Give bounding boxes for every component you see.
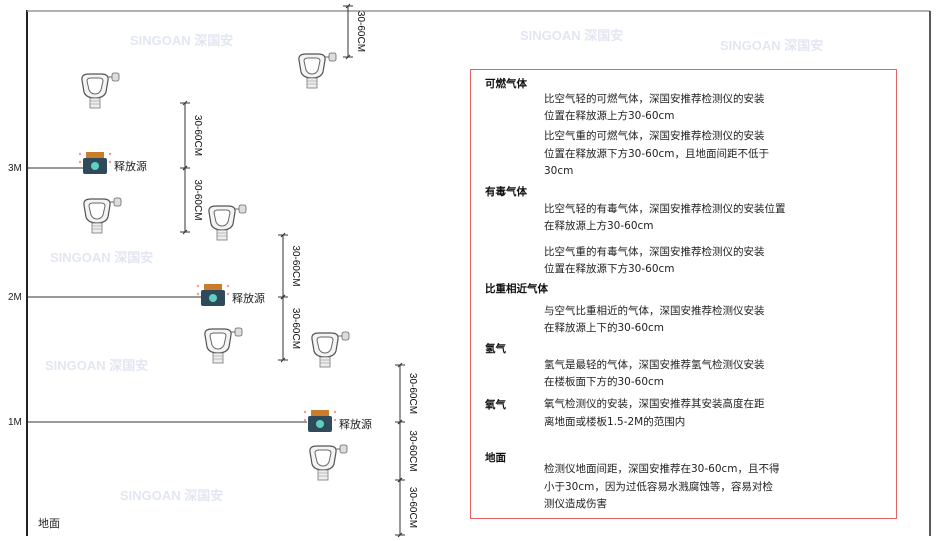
- release-source-label: 释放源: [232, 291, 265, 305]
- gas-detector-icon: [309, 444, 348, 481]
- section-title: 氧气: [485, 399, 506, 411]
- section-text-line: 位置在释放源上方30-60cm: [544, 110, 675, 122]
- watermark: SINGOAN 深国安: [120, 488, 223, 503]
- section-title: 氢气: [485, 343, 506, 355]
- section-text-line: 在楼板面下方的30-60cm: [544, 376, 665, 388]
- section-text-line: 与空气比重相近的气体，深国安推荐检测仪安装: [544, 305, 765, 317]
- section-text-line: 比空气重的有毒气体，深国安推荐检测仪的安装: [544, 246, 765, 258]
- dimension-label: 30-60CM: [407, 487, 418, 528]
- section-text-line: 比空气轻的可燃气体，深国安推荐检测仪的安装: [544, 93, 765, 105]
- floor-label-2m: 2M: [8, 292, 22, 303]
- gas-detector-icon: [204, 327, 243, 364]
- section-text-line: 小于30cm，因为过低容易水溅腐蚀等，容易对检: [544, 481, 773, 493]
- watermark: SINGOAN 深国安: [520, 28, 623, 43]
- watermark: SINGOAN 深国安: [130, 33, 233, 48]
- section-text-line: 30cm: [544, 165, 574, 177]
- watermark: SINGOAN 深国安: [720, 38, 823, 53]
- info-box: [470, 69, 897, 519]
- section-text-line: 氢气是最轻的气体，深国安推荐氢气检测仪安装: [544, 359, 765, 371]
- section-text-line: 氧气检测仪的安装，深国安推荐其安装高度在距: [544, 398, 765, 410]
- section-text-line: 位置在释放源下方30-60cm，且地面间距不低于: [544, 148, 770, 160]
- release-source-icon: 释放源: [78, 152, 147, 174]
- section-text-line: 测仪造成伤害: [544, 498, 607, 510]
- section-text-line: 在释放源上方30-60cm: [544, 220, 654, 232]
- watermark: SINGOAN 深国安: [45, 358, 148, 373]
- dimension-label: 30-60CM: [192, 179, 203, 220]
- dimension-label: 30-60CM: [407, 373, 418, 414]
- section-text-line: 检测仪地面间距，深国安推荐在30-60cm，且不得: [544, 463, 780, 475]
- release-source-label: 释放源: [114, 159, 147, 173]
- gas-detector-icon: [81, 72, 120, 109]
- section-text-line: 比空气重的可燃气体，深国安推荐检测仪的安装: [544, 130, 765, 142]
- dimension-label: 30-60CM: [407, 430, 418, 471]
- watermark: SINGOAN 深国安: [50, 250, 153, 265]
- section-title: 可燃气体: [485, 78, 527, 90]
- dimension-label: 30-60CM: [290, 245, 301, 286]
- section-text-line: 位置在释放源下方30-60cm: [544, 263, 675, 275]
- gas-detector-icon: [208, 204, 247, 241]
- watermarks: SINGOAN 深国安 SINGOAN 深国安 SINGOAN 深国安 SINGOAN…: [45, 28, 823, 503]
- section-title: 比重相近气体: [485, 283, 548, 295]
- ground-label: 地面: [38, 517, 60, 530]
- release-source-icon: 释放源: [303, 410, 372, 432]
- dimension-label: 30-60CM: [192, 115, 203, 156]
- floor-label-3m: 3M: [8, 163, 22, 174]
- release-source-icon: 释放源: [196, 284, 265, 306]
- section-title: 地面: [485, 452, 506, 464]
- release-source-label: 释放源: [339, 417, 372, 431]
- section-text-line: 比空气轻的有毒气体，深国安推荐检测仪的安装位置: [544, 203, 786, 215]
- section-text-line: 离地面或楼板1.5-2M的范围内: [544, 416, 686, 428]
- dimension-label: 30-60CM: [290, 308, 301, 349]
- gas-detector-icon: [298, 52, 337, 89]
- gas-detector-icon: [311, 331, 350, 368]
- section-text-line: 在释放源上下的30-60cm: [544, 322, 665, 334]
- section-title: 有毒气体: [485, 186, 527, 198]
- floor-label-1m: 1M: [8, 417, 22, 428]
- dimension-label: 30-60CM: [355, 11, 366, 52]
- gas-detector-icon: [83, 197, 122, 234]
